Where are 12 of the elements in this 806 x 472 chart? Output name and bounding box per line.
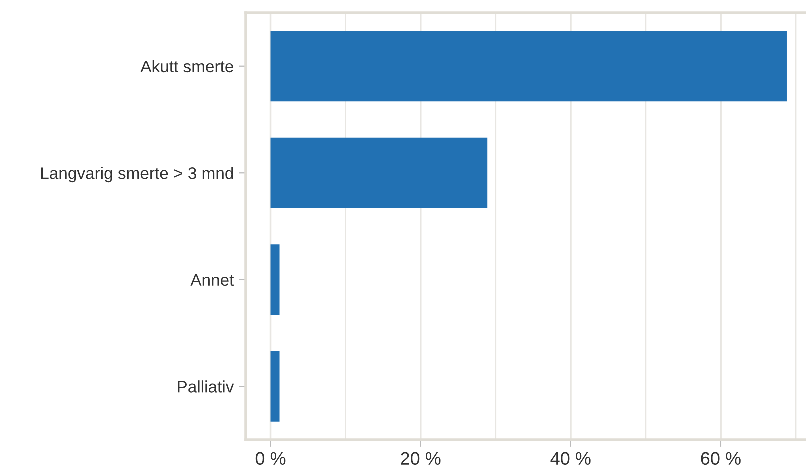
y-tick-label: Annet — [190, 274, 234, 286]
bar — [270, 31, 787, 102]
x-tick-label: 40 % — [550, 452, 591, 466]
x-tick-label: 0 % — [256, 452, 286, 466]
y-tick-label: Palliativ — [178, 380, 234, 393]
bar — [270, 351, 280, 422]
y-tick-label: Langvarig smerte > 3 mnd — [41, 167, 234, 183]
x-tick-label: 60 % — [701, 452, 741, 466]
x-tick-label: 20 % — [401, 452, 441, 466]
bar — [270, 244, 280, 316]
bar — [270, 138, 488, 208]
y-tick-label: Akutt smerte — [140, 60, 234, 73]
